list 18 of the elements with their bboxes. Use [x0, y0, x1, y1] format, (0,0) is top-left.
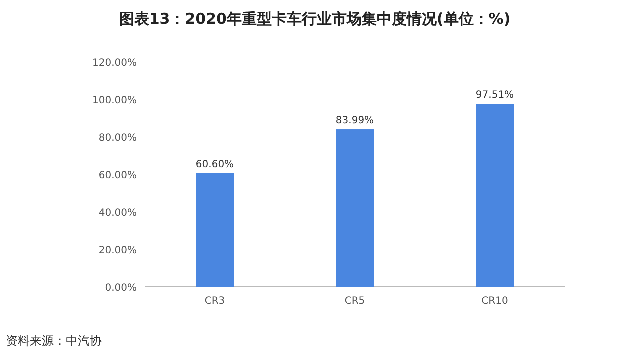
y-tick-label: 40.00%	[98, 208, 137, 219]
x-tick-label: CR10	[482, 296, 508, 307]
x-tick-label: CR5	[344, 296, 366, 307]
x-tick-label: CR3	[204, 296, 226, 307]
y-tick-label: 80.00%	[98, 133, 137, 144]
text: 资料来源：中汽协	[6, 334, 102, 348]
data-label: 97.51%	[476, 90, 514, 102]
bar	[196, 173, 234, 287]
data-label: 60.60%	[196, 159, 234, 170]
data-label: 83.99%	[336, 116, 374, 127]
bar	[476, 104, 514, 287]
y-tick-label: 20.00%	[98, 246, 137, 256]
y-tick-label: 100.00%	[92, 96, 137, 106]
chart-title: 图表13：2020年重型卡车行业市场集中度情况(单位：%)	[119, 10, 511, 28]
y-tick-label: 0.00%	[105, 283, 137, 294]
bar	[336, 130, 374, 287]
y-tick-label: 60.00%	[98, 170, 137, 182]
y-tick-label: 120.00%	[92, 58, 137, 69]
